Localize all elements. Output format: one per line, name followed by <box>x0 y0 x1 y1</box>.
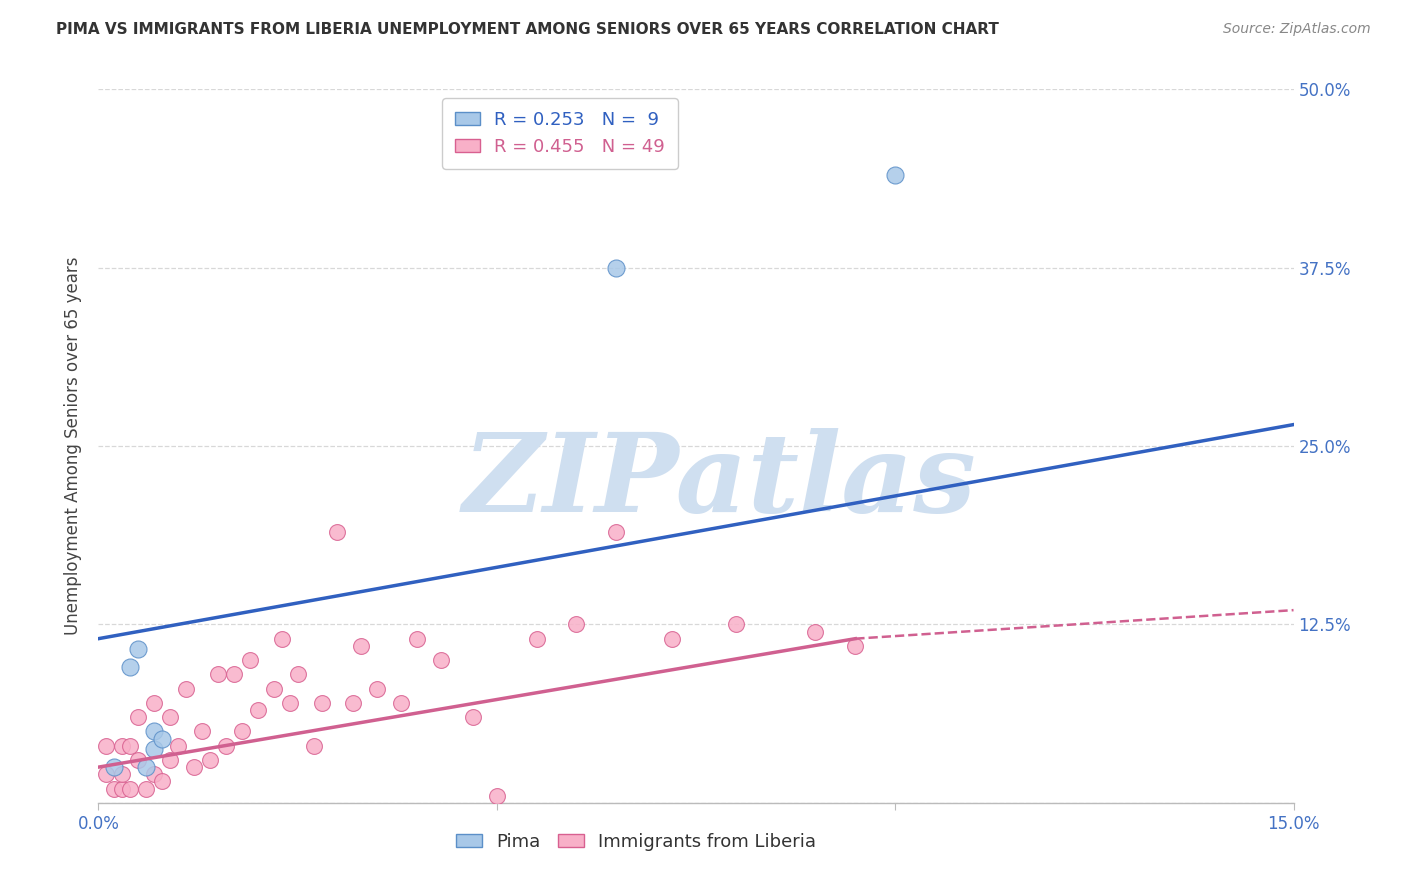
Legend: Pima, Immigrants from Liberia: Pima, Immigrants from Liberia <box>449 826 824 858</box>
Point <box>143 696 166 710</box>
Point <box>302 739 325 753</box>
Point <box>485 789 508 803</box>
Point <box>150 731 173 746</box>
Point <box>159 753 181 767</box>
Point <box>111 739 134 753</box>
Text: ZIPatlas: ZIPatlas <box>463 428 977 535</box>
Point <box>326 524 349 539</box>
Point <box>143 767 166 781</box>
Point <box>198 753 221 767</box>
Point <box>167 739 190 753</box>
Point <box>239 653 262 667</box>
Point <box>461 710 484 724</box>
Point <box>159 710 181 724</box>
Point <box>120 739 142 753</box>
Point <box>366 681 388 696</box>
Text: PIMA VS IMMIGRANTS FROM LIBERIA UNEMPLOYMENT AMONG SENIORS OVER 65 YEARS CORRELA: PIMA VS IMMIGRANTS FROM LIBERIA UNEMPLOY… <box>56 22 1000 37</box>
Point <box>661 632 683 646</box>
Text: Source: ZipAtlas.com: Source: ZipAtlas.com <box>1223 22 1371 37</box>
Point <box>287 667 309 681</box>
Point <box>270 632 292 646</box>
Point <box>207 667 229 681</box>
Point <box>127 753 149 767</box>
Point <box>96 739 118 753</box>
Point <box>278 696 301 710</box>
Point <box>111 781 134 796</box>
Point <box>406 632 429 646</box>
Point <box>565 617 588 632</box>
Point <box>724 617 747 632</box>
Point <box>143 741 166 756</box>
Point <box>246 703 269 717</box>
Point <box>135 781 157 796</box>
Point <box>103 760 125 774</box>
Point <box>311 696 333 710</box>
Point <box>844 639 866 653</box>
Point <box>135 760 157 774</box>
Point <box>150 774 173 789</box>
Point <box>183 760 205 774</box>
Point <box>143 724 166 739</box>
Point <box>222 667 245 681</box>
Point <box>174 681 197 696</box>
Point <box>111 767 134 781</box>
Point <box>804 624 827 639</box>
Point <box>120 781 142 796</box>
Point <box>215 739 238 753</box>
Point <box>191 724 214 739</box>
Y-axis label: Unemployment Among Seniors over 65 years: Unemployment Among Seniors over 65 years <box>65 257 83 635</box>
Point <box>96 767 118 781</box>
Point <box>526 632 548 646</box>
Point <box>605 524 627 539</box>
Point <box>605 260 627 275</box>
Point <box>430 653 453 667</box>
Point <box>231 724 253 739</box>
Point <box>350 639 373 653</box>
Point <box>884 168 907 182</box>
Point <box>389 696 412 710</box>
Point <box>120 660 142 674</box>
Point <box>263 681 285 696</box>
Point <box>103 781 125 796</box>
Point <box>127 710 149 724</box>
Point <box>342 696 364 710</box>
Point <box>127 641 149 656</box>
